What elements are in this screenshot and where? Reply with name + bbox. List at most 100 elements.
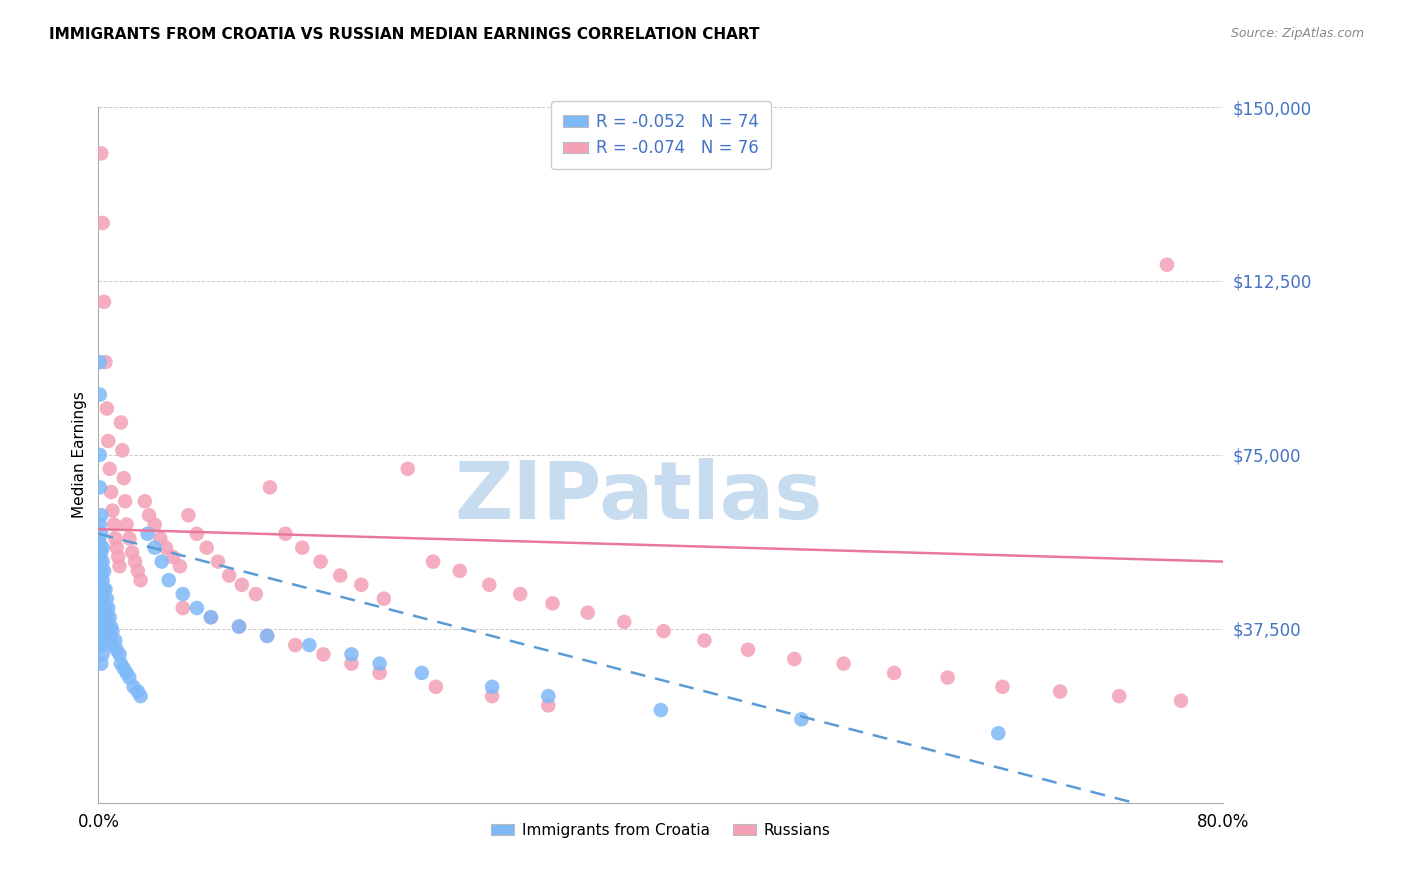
Point <box>115 665 138 680</box>
Point <box>89 610 111 624</box>
Point <box>110 657 132 671</box>
Point <box>89 591 111 606</box>
Point <box>108 648 131 662</box>
Point <box>200 610 222 624</box>
Point <box>576 606 599 620</box>
Point <box>200 610 222 624</box>
Point <box>481 689 503 703</box>
Point <box>98 629 121 643</box>
Point <box>329 568 352 582</box>
Point <box>228 619 250 633</box>
Text: ZIPatlas: ZIPatlas <box>454 458 823 536</box>
Point <box>90 508 112 523</box>
Point <box>104 532 127 546</box>
Point <box>195 541 218 555</box>
Point <box>650 703 672 717</box>
Point <box>91 573 114 587</box>
Point <box>134 494 156 508</box>
Point <box>373 591 395 606</box>
Point <box>396 462 419 476</box>
Point <box>90 601 112 615</box>
Point <box>157 573 180 587</box>
Point <box>228 619 250 633</box>
Point <box>177 508 200 523</box>
Legend: Immigrants from Croatia, Russians: Immigrants from Croatia, Russians <box>485 817 837 844</box>
Point <box>127 564 149 578</box>
Point <box>97 601 120 615</box>
Point <box>90 545 112 559</box>
Point <box>93 633 115 648</box>
Point <box>162 549 184 564</box>
Point <box>97 619 120 633</box>
Point <box>143 541 166 555</box>
Point <box>340 657 363 671</box>
Point <box>231 578 253 592</box>
Point <box>98 610 121 624</box>
Point <box>100 619 122 633</box>
Point <box>652 624 675 639</box>
Point <box>832 657 855 671</box>
Point <box>110 416 132 430</box>
Point <box>94 619 117 633</box>
Point <box>89 355 111 369</box>
Point <box>186 526 208 541</box>
Point <box>90 526 112 541</box>
Point <box>368 665 391 680</box>
Point <box>90 582 112 597</box>
Point <box>93 601 115 615</box>
Point <box>245 587 267 601</box>
Point <box>118 671 141 685</box>
Point <box>115 517 138 532</box>
Point <box>783 652 806 666</box>
Point <box>94 601 117 615</box>
Point <box>155 541 177 555</box>
Point <box>1170 694 1192 708</box>
Point <box>274 526 297 541</box>
Point <box>90 564 112 578</box>
Point <box>90 146 112 161</box>
Point <box>312 648 335 662</box>
Point <box>129 573 152 587</box>
Point <box>101 638 124 652</box>
Point <box>127 684 149 698</box>
Point <box>94 355 117 369</box>
Point <box>93 582 115 597</box>
Y-axis label: Median Earnings: Median Earnings <box>72 392 87 518</box>
Point <box>103 517 125 532</box>
Point <box>340 648 363 662</box>
Point <box>186 601 208 615</box>
Point <box>96 591 118 606</box>
Point <box>112 661 135 675</box>
Point <box>100 485 122 500</box>
Point <box>368 657 391 671</box>
Point <box>422 555 444 569</box>
Text: IMMIGRANTS FROM CROATIA VS RUSSIAN MEDIAN EARNINGS CORRELATION CHART: IMMIGRANTS FROM CROATIA VS RUSSIAN MEDIA… <box>49 27 759 42</box>
Point <box>111 443 134 458</box>
Point <box>284 638 307 652</box>
Point <box>93 564 115 578</box>
Point <box>256 629 278 643</box>
Point <box>693 633 716 648</box>
Point <box>91 555 114 569</box>
Point <box>98 462 121 476</box>
Point <box>89 480 111 494</box>
Point <box>91 591 114 606</box>
Point <box>100 633 122 648</box>
Point <box>218 568 240 582</box>
Point <box>94 582 117 597</box>
Point <box>150 555 173 569</box>
Point <box>1049 684 1071 698</box>
Point <box>1156 258 1178 272</box>
Point <box>112 471 135 485</box>
Point <box>96 624 118 639</box>
Point <box>93 619 115 633</box>
Point <box>790 712 813 726</box>
Point <box>91 648 114 662</box>
Point <box>101 503 124 517</box>
Point <box>537 689 560 703</box>
Point <box>105 541 128 555</box>
Point <box>411 665 433 680</box>
Point <box>89 573 111 587</box>
Point <box>107 549 129 564</box>
Point <box>207 555 229 569</box>
